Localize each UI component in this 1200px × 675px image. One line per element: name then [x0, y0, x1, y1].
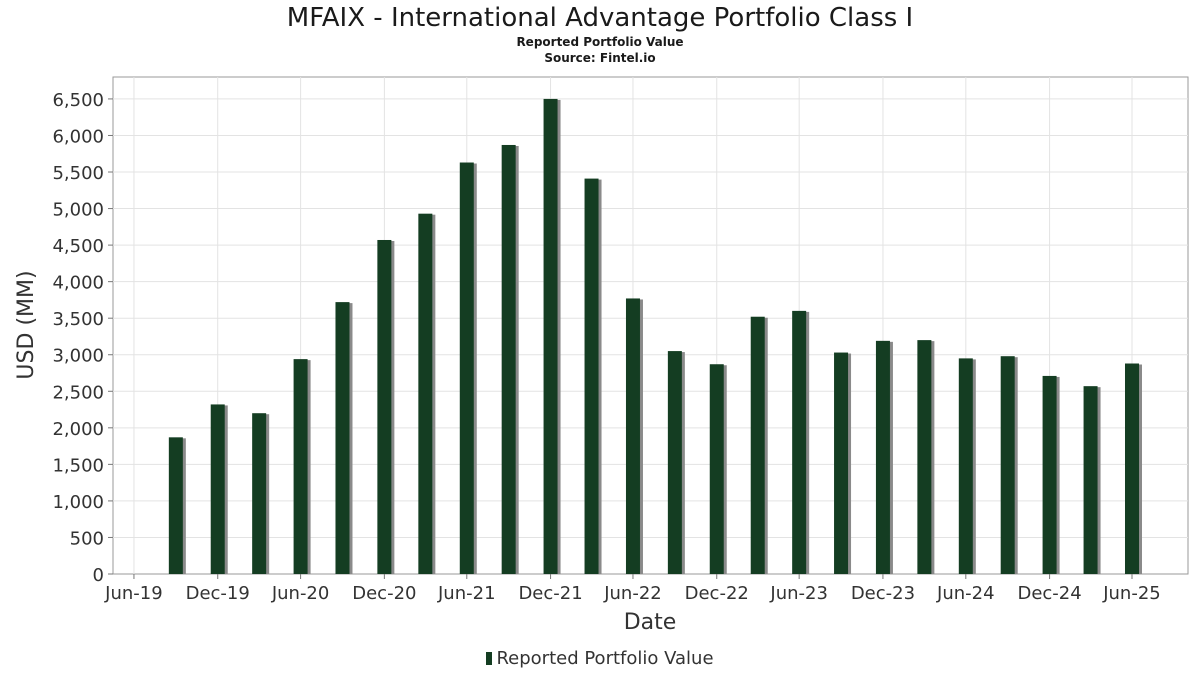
bar: [875, 340, 890, 574]
bar: [834, 352, 849, 574]
y-tick-label: 2,500: [52, 382, 104, 403]
y-tick-label: 4,500: [52, 236, 104, 257]
chart-source: Source: Fintel.io: [544, 51, 656, 65]
bar: [377, 239, 392, 575]
bar: [1124, 363, 1139, 574]
x-tick-label: Dec-24: [1017, 583, 1081, 604]
bar: [1083, 386, 1098, 574]
x-tick-label: Jun-19: [104, 583, 163, 604]
y-tick-label: 5,500: [52, 163, 104, 184]
x-tick-label: Jun-20: [271, 583, 330, 604]
axis-layer: 0 500 1,000 1,500 2,000 2,500 3,000 3,500 4,000 4…: [52, 90, 1160, 604]
bar: [168, 437, 183, 574]
x-tick-label: Jun-21: [437, 583, 496, 604]
y-tick-label: 500: [70, 528, 104, 549]
bar: [709, 364, 724, 574]
x-tick-label: Dec-21: [518, 583, 582, 604]
plot-area: [112, 76, 1189, 575]
legend-label: Reported Portfolio Value: [496, 648, 714, 669]
bar: [335, 302, 350, 574]
bar: [1000, 356, 1015, 574]
y-tick-label: 5,000: [52, 200, 104, 221]
bar: [792, 310, 807, 574]
bar: [418, 213, 433, 575]
y-tick-label: 6,000: [52, 126, 104, 147]
y-tick-label: 1,500: [52, 455, 104, 476]
y-tick-label: 3,000: [52, 346, 104, 367]
y-tick-label: 1,000: [52, 492, 104, 513]
y-axis-title: USD (MM): [14, 270, 39, 379]
x-tick-label: Dec-23: [851, 583, 915, 604]
bar-layer: [168, 98, 1142, 575]
y-tick-label: 2,000: [52, 419, 104, 440]
x-tick-label: Dec-19: [186, 583, 250, 604]
bar: [293, 359, 308, 574]
bar: [917, 340, 932, 574]
bar: [958, 358, 973, 574]
y-tick-label: 6,500: [52, 90, 104, 111]
bar: [459, 162, 474, 574]
x-tick-label: Jun-23: [769, 583, 828, 604]
y-tick-label: 0: [93, 565, 104, 586]
chart-subtitle: Reported Portfolio Value: [516, 35, 684, 49]
y-tick-label: 4,000: [52, 273, 104, 294]
y-tick-label: 3,500: [52, 309, 104, 330]
x-tick-label: Jun-22: [603, 583, 662, 604]
x-axis-title: Date: [624, 610, 677, 635]
bar: [625, 298, 640, 574]
chart-title: MFAIX - International Advantage Portfoli…: [286, 3, 914, 33]
bar: [210, 404, 225, 574]
bar: [750, 316, 765, 574]
x-tick-label: Dec-22: [685, 583, 749, 604]
legend-swatch: [486, 652, 493, 665]
legend: Reported Portfolio Value: [0, 648, 1200, 669]
x-tick-label: Dec-20: [352, 583, 416, 604]
bar: [252, 413, 267, 574]
bar: [543, 98, 558, 575]
bar: [584, 178, 599, 574]
bar: [501, 144, 516, 575]
x-tick-label: Jun-25: [1102, 583, 1161, 604]
bar: [1042, 375, 1057, 574]
x-tick-label: Jun-24: [936, 583, 995, 604]
bar: [667, 351, 682, 574]
